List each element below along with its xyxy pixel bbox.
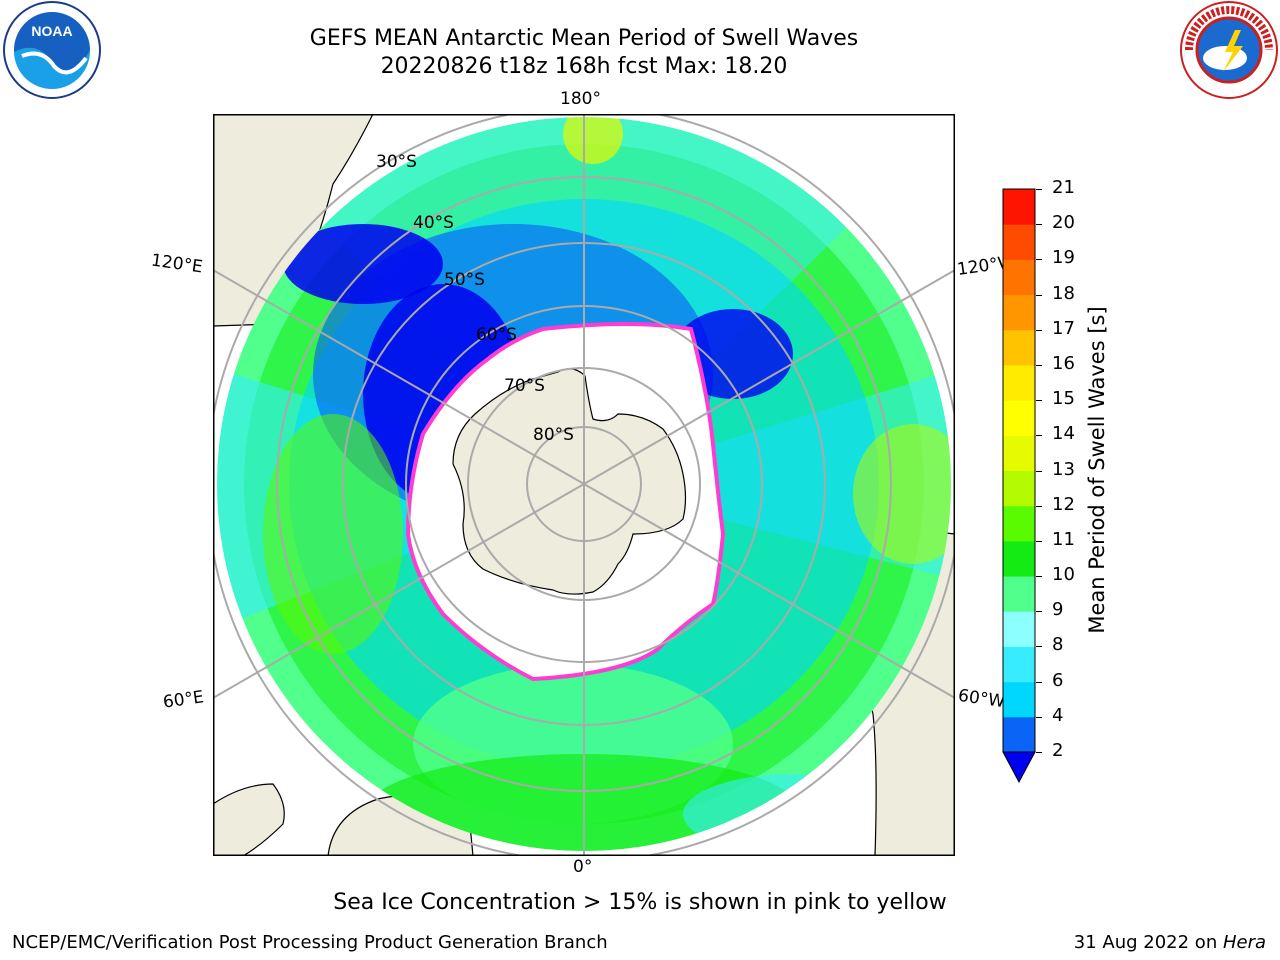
nws-logo	[1180, 1, 1278, 99]
colorbar-segment	[1003, 646, 1035, 683]
colorbar-tick-label: 19	[1052, 247, 1075, 269]
colorbar-tick-mark	[1036, 540, 1042, 542]
noaa-logo: NOAA	[3, 1, 101, 99]
lon-label-180: 180°	[560, 89, 601, 109]
colorbar-segment	[1003, 189, 1035, 225]
sea-ice-caption: Sea Ice Concentration > 15% is shown in …	[333, 890, 947, 915]
lat-label-40s: 40°S	[413, 213, 454, 233]
colorbar-tick-label: 9	[1052, 599, 1064, 621]
colorbar	[1002, 188, 1036, 783]
colorbar-tick-label: 14	[1052, 423, 1075, 445]
colorbar-segment	[1003, 224, 1035, 260]
colorbar-extend-triangle	[1002, 751, 1036, 783]
map-title: GEFS MEAN Antarctic Mean Period of Swell…	[309, 26, 859, 51]
colorbar-tick-mark	[1036, 400, 1042, 402]
footer-credit: NCEP/EMC/Verification Post Processing Pr…	[12, 932, 608, 953]
colorbar-tick-mark	[1036, 752, 1042, 753]
footer-date-text: 31 Aug 2022 on	[1073, 932, 1223, 953]
colorbar-tick-mark	[1036, 189, 1042, 190]
lat-label-50s: 50°S	[444, 270, 485, 290]
colorbar-tick-label: 16	[1052, 352, 1075, 374]
colorbar-tick-mark	[1036, 505, 1042, 507]
graticule	[213, 114, 955, 856]
colorbar-tick-label: 17	[1052, 317, 1075, 339]
colorbar-tick-label: 15	[1052, 388, 1075, 410]
colorbar-segment	[1003, 576, 1035, 612]
colorbar-tick-label: 21	[1052, 177, 1075, 198]
lon-label-0: 0°	[573, 857, 593, 877]
colorbar-tick-mark	[1036, 329, 1042, 331]
colorbar-tick-label: 13	[1052, 458, 1075, 480]
colorbar-segment	[1003, 716, 1035, 753]
lat-label-80s: 80°S	[533, 425, 574, 445]
colorbar-tick-mark	[1036, 646, 1042, 648]
lon-label-60e: 60°E	[161, 687, 206, 713]
colorbar-tick-mark	[1036, 294, 1042, 296]
colorbar-tick-label: 8	[1052, 634, 1064, 656]
colorbar-tick-label: 11	[1052, 528, 1075, 550]
colorbar-segment	[1003, 364, 1035, 401]
colorbar-tick-mark	[1036, 611, 1042, 613]
africa-land	[213, 783, 285, 856]
colorbar-segment	[1003, 435, 1035, 471]
colorbar-segment	[1003, 505, 1035, 542]
colorbar-tick-mark	[1036, 259, 1042, 261]
antarctic-swell-period-map	[213, 114, 955, 856]
colorbar-tick-label: 2	[1052, 740, 1064, 761]
lat-label-30s: 30°S	[376, 152, 417, 172]
colorbar-tick-mark	[1036, 716, 1042, 718]
lon-label-60w: 60°W	[956, 685, 1007, 713]
colorbar-segment	[1003, 329, 1035, 366]
colorbar-tick-mark	[1036, 364, 1042, 366]
colorbar-segment	[1003, 400, 1035, 436]
antarctica-land	[452, 368, 687, 595]
footer-date: 31 Aug 2022 on Hera	[1074, 932, 1266, 953]
colorbar-tick-label: 6	[1052, 669, 1064, 691]
colorbar-segment	[1003, 611, 1035, 647]
colorbar-tick-mark	[1036, 224, 1042, 226]
footer-host: Hera	[1222, 932, 1266, 953]
colorbar-tick-mark	[1036, 470, 1042, 472]
colorbar-frame	[1002, 188, 1036, 753]
map-subtitle: 20220826 t18z 168h fcst Max: 18.20	[380, 54, 788, 79]
colorbar-tick-label: 18	[1052, 282, 1075, 304]
colorbar-tick-mark	[1036, 576, 1042, 578]
lat-label-60s: 60°S	[476, 325, 517, 345]
lat-label-70s: 70°S	[504, 376, 545, 396]
colorbar-label: Mean Period of Swell Waves [s]	[1085, 306, 1109, 634]
colorbar-tick-label: 12	[1052, 493, 1075, 515]
colorbar-segment	[1003, 470, 1035, 507]
colorbar-tick-label: 4	[1052, 704, 1064, 726]
colorbar-tick-label: 10	[1052, 564, 1075, 586]
colorbar-segment	[1003, 681, 1035, 718]
colorbar-tick-mark	[1036, 681, 1042, 683]
colorbar-segment	[1003, 540, 1035, 577]
colorbar-tick-mark	[1036, 435, 1042, 437]
colorbar-segment	[1003, 294, 1035, 331]
colorbar-segment	[1003, 259, 1035, 296]
colorbar-tick-label: 20	[1052, 212, 1075, 234]
noaa-logo-text: NOAA	[31, 23, 72, 39]
lon-label-120e: 120°E	[149, 250, 204, 278]
